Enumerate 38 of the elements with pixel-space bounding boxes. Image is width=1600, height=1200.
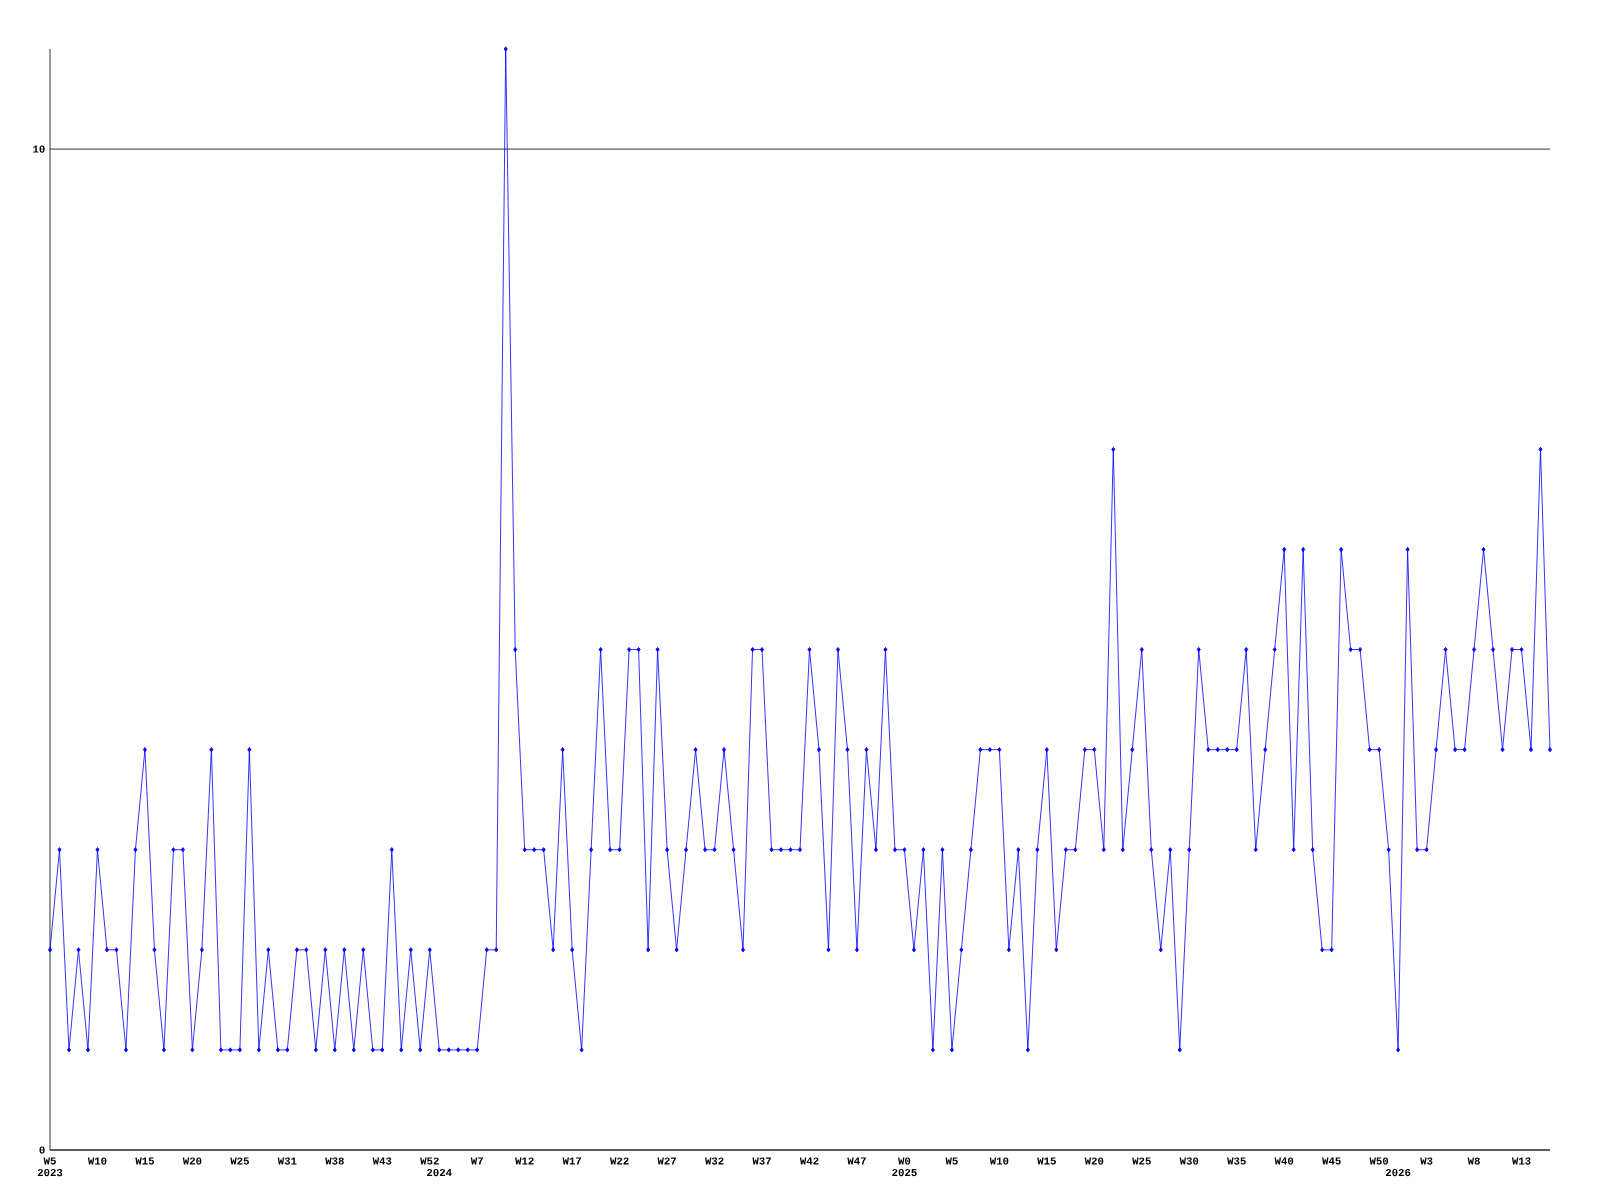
x-tick-label: W10 <box>989 1157 1009 1165</box>
x-tick-label: W30 <box>1179 1157 1199 1165</box>
x-tick-label: W37 <box>752 1157 771 1165</box>
x-tick-label: W8 <box>1467 1157 1480 1165</box>
x-tick-label: W31 <box>277 1157 297 1165</box>
x-tick-label: W35 <box>1227 1157 1246 1165</box>
x-tick-label: W27 <box>657 1157 676 1165</box>
x-tick-label: W13 <box>1511 1157 1531 1165</box>
text: 2026 <box>1385 1168 1411 1177</box>
x-tick-label: W12 <box>515 1157 534 1165</box>
text: 2023 <box>37 1168 63 1177</box>
x-tick-label: W5 <box>43 1157 56 1165</box>
x-tick-label: W20 <box>1084 1157 1104 1165</box>
x-tick-label: W45 <box>1322 1157 1341 1165</box>
x-tick-label: W22 <box>610 1157 629 1165</box>
x-tick-label: W38 <box>325 1157 344 1165</box>
x-tick-label: W50 <box>1369 1157 1389 1165</box>
x-tick-label: W7 <box>470 1157 483 1165</box>
x-tick-label: W32 <box>704 1157 724 1165</box>
x-tick-label: W25 <box>1132 1157 1151 1165</box>
x-tick-label: W3 <box>1420 1157 1433 1165</box>
x-tick-label: W40 <box>1274 1157 1294 1165</box>
x-tick-label: W43 <box>372 1157 392 1165</box>
x-tick-label: W10 <box>87 1157 107 1165</box>
x-tick-label: W47 <box>847 1157 866 1165</box>
x-tick-label: W52 <box>420 1157 439 1165</box>
x-tick-label: W5 <box>945 1157 958 1165</box>
x-tick-label: W15 <box>135 1157 154 1165</box>
text: 2025 <box>892 1168 917 1177</box>
x-tick-label: W0 <box>898 1157 911 1165</box>
x-tick-label: W17 <box>562 1157 582 1165</box>
x-tick-label: W20 <box>182 1157 202 1165</box>
y-tick-label: 0 <box>39 1146 45 1154</box>
y-tick-label: 10 <box>33 145 45 153</box>
text: 2024 <box>427 1168 452 1177</box>
x-tick-label: W15 <box>1037 1157 1056 1165</box>
x-tick-label: W25 <box>230 1157 249 1165</box>
x-tick-label: W42 <box>799 1157 819 1165</box>
